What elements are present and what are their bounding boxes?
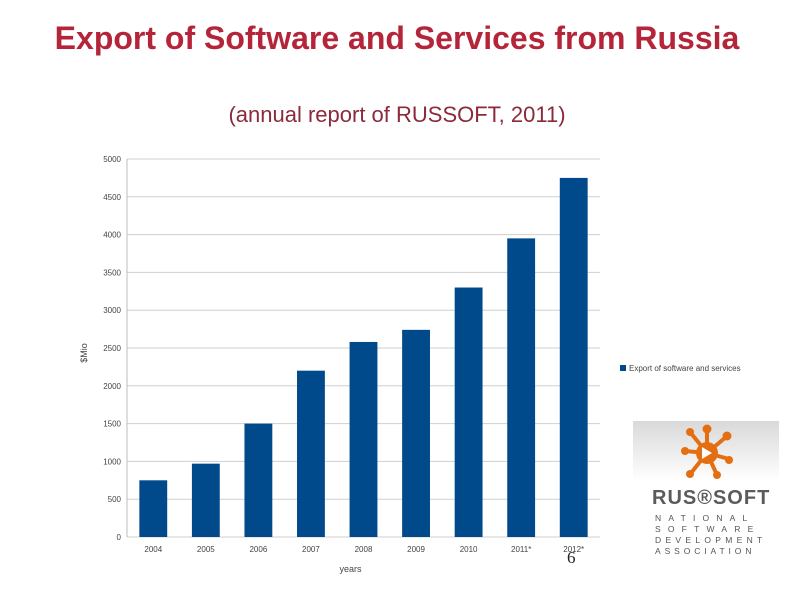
y-tick-label: 1000	[103, 457, 121, 466]
y-tick-label: 1500	[103, 420, 121, 429]
x-tick-label: 2012*	[563, 545, 584, 554]
y-tick-label: 4500	[103, 193, 121, 202]
x-axis-label: years	[339, 564, 362, 574]
x-tick-label: 2010	[460, 545, 478, 554]
page-title: Export of Software and Services from Rus…	[54, 20, 740, 56]
x-tick-label: 2008	[355, 545, 373, 554]
y-tick-label: 3500	[103, 268, 121, 277]
bar	[244, 423, 273, 537]
y-tick-label: 2500	[103, 344, 121, 353]
legend-swatch	[620, 365, 626, 371]
y-tick-label: 500	[108, 495, 122, 504]
bar	[297, 370, 325, 537]
logo-line: ASSOCIATION	[655, 546, 756, 556]
y-axis-label: $Mio	[79, 343, 89, 363]
bar	[559, 177, 588, 537]
logo-line: DEVELOPMENT	[655, 535, 767, 545]
logo-wordmark: RUS®SOFT	[652, 487, 771, 509]
x-tick-label: 2004	[144, 545, 162, 554]
x-tick-label: 2011*	[511, 545, 531, 554]
page-number: 6	[567, 548, 576, 567]
bar	[454, 287, 483, 537]
x-tick-label: 2005	[197, 545, 215, 554]
y-tick-label: 4000	[103, 231, 121, 240]
y-tick-label: 0	[117, 533, 122, 542]
x-tick-label: 2007	[302, 545, 320, 554]
bar	[402, 329, 430, 537]
x-tick-label: 2009	[407, 545, 425, 554]
logo-line: NATIONAL	[655, 513, 755, 523]
y-tick-label: 5000	[103, 155, 121, 164]
russoft-logo: RUS®SOFT NATIONAL SOFTWARE DEVELOPMENT A…	[633, 421, 779, 556]
y-tick-label: 2000	[103, 382, 121, 391]
russoft-emblem-icon	[681, 424, 733, 479]
bar	[139, 480, 168, 537]
page-subtitle: (annual report of RUSSOFT, 2011)	[228, 102, 566, 127]
x-tick-label: 2006	[249, 545, 267, 554]
bar	[191, 463, 220, 537]
bar	[349, 341, 378, 537]
legend-label: Export of software and services	[629, 364, 741, 373]
logo-line: SOFTWARE	[655, 524, 761, 534]
bar	[507, 238, 536, 537]
y-tick-label: 3000	[103, 306, 121, 315]
